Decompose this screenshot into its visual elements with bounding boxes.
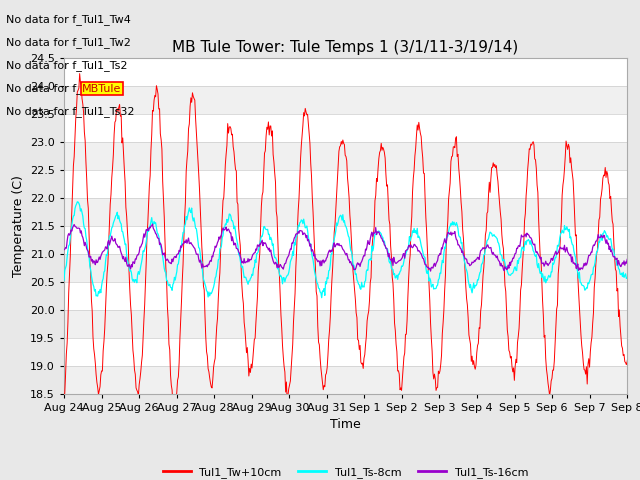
Bar — [64, 282, 627, 310]
Legend: Tul1_Tw+10cm, Tul1_Ts-8cm, Tul1_Ts-16cm: Tul1_Tw+10cm, Tul1_Ts-8cm, Tul1_Ts-16cm — [158, 462, 533, 480]
Bar — [64, 337, 627, 366]
Bar — [64, 226, 627, 253]
Text: No data for f_Tul1_Tw4: No data for f_Tul1_Tw4 — [6, 14, 131, 25]
Text: No data for f_Tul1_Ts32: No data for f_Tul1_Ts32 — [6, 107, 135, 118]
Bar — [64, 310, 627, 337]
Text: No data for f_Tul1_Ts2: No data for f_Tul1_Ts2 — [6, 60, 128, 72]
Bar — [64, 114, 627, 142]
Title: MB Tule Tower: Tule Temps 1 (3/1/11-3/19/14): MB Tule Tower: Tule Temps 1 (3/1/11-3/19… — [172, 40, 519, 55]
Bar — [64, 85, 627, 114]
Bar — [64, 58, 627, 85]
Bar — [64, 142, 627, 169]
Bar — [64, 169, 627, 198]
Text: No data for f_Tul1_Tw2: No data for f_Tul1_Tw2 — [6, 37, 131, 48]
Bar — [64, 253, 627, 282]
X-axis label: Time: Time — [330, 418, 361, 431]
Bar — [64, 198, 627, 226]
Y-axis label: Temperature (C): Temperature (C) — [12, 175, 24, 276]
Text: No data for f_: No data for f_ — [6, 84, 83, 95]
Bar — [64, 366, 627, 394]
Text: MBTule: MBTule — [83, 84, 122, 94]
